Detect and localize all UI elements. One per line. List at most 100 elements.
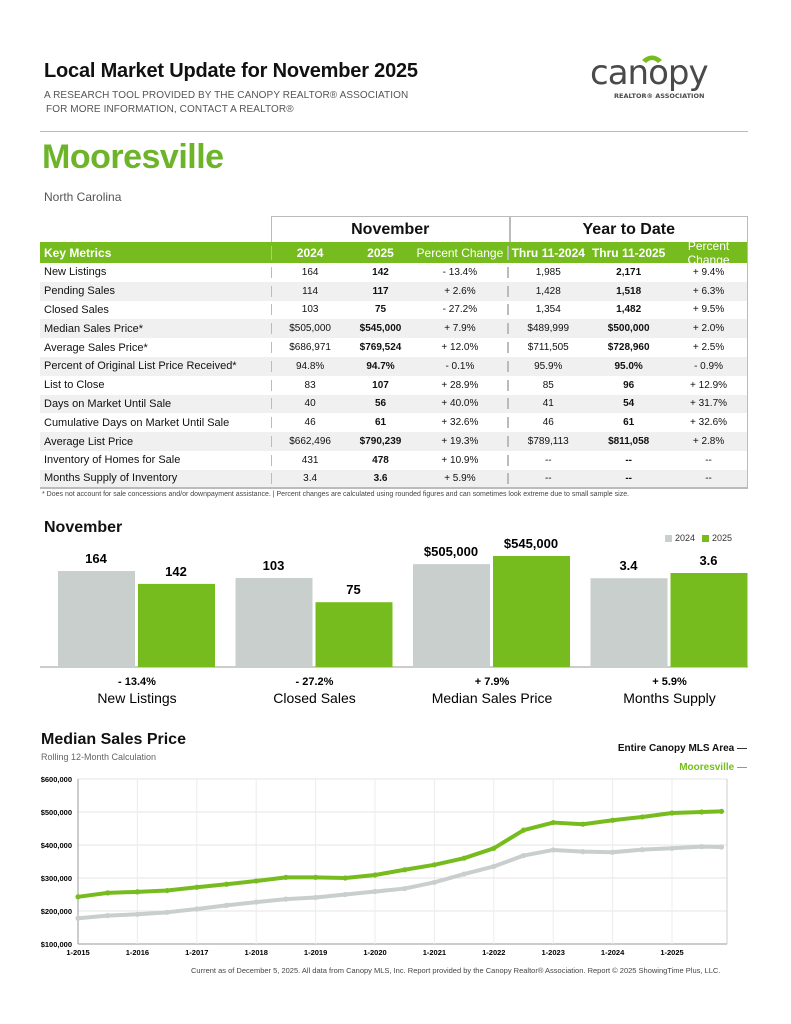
table-cell: $662,496 bbox=[270, 436, 349, 448]
legend-canopy-label: Entire Canopy MLS Area bbox=[617, 743, 735, 754]
table-cell: + 10.9% bbox=[441, 454, 479, 466]
table-cell: $769,524 bbox=[359, 342, 402, 354]
table-cell: 85 bbox=[507, 379, 587, 391]
data-point bbox=[718, 844, 725, 850]
data-point bbox=[283, 896, 289, 902]
table-cell: 107 bbox=[372, 379, 389, 391]
x-tick-label: 1-2022 bbox=[482, 948, 505, 957]
data-point bbox=[580, 821, 586, 827]
data-point bbox=[580, 849, 586, 855]
table-cell: $811,058 bbox=[608, 436, 650, 448]
table-cell: + 40.0% bbox=[441, 398, 479, 410]
data-point bbox=[461, 855, 467, 861]
data-point bbox=[223, 902, 230, 908]
data-point bbox=[610, 817, 616, 823]
table-footnote: * Does not account for sale concessions … bbox=[42, 491, 630, 498]
median-price-line-chart: $100,000 $200,000 $300,000 $400,000 $500,000… bbox=[41, 775, 728, 957]
table-cell: 83 bbox=[270, 379, 349, 391]
data-point bbox=[253, 899, 259, 905]
table-cell: -- bbox=[625, 454, 632, 466]
data-point bbox=[461, 871, 467, 877]
data-point bbox=[372, 872, 378, 878]
table-cell: 95.0% bbox=[614, 360, 643, 372]
table-cell: 1,482 bbox=[616, 304, 642, 316]
svg-text:REALTOR® ASSOCIATION: REALTOR® ASSOCIATION bbox=[614, 92, 704, 100]
bar-value-label: $545,000 bbox=[504, 536, 558, 551]
table-cell: -- bbox=[705, 472, 712, 484]
header-divider bbox=[40, 131, 748, 132]
bar-chart-title: November bbox=[44, 519, 123, 536]
y-tick-label: $600,000 bbox=[41, 775, 72, 784]
data-point bbox=[342, 891, 348, 898]
line-chart-subtitle: Rolling 12-Month Calculation bbox=[41, 752, 157, 762]
data-point bbox=[75, 915, 81, 921]
bar-change-label: + 5.9% bbox=[652, 676, 687, 688]
bar-legend: 2024 2025 bbox=[665, 533, 732, 543]
legend-mooresville-label: Mooresville bbox=[679, 762, 735, 773]
bar-2024-0 bbox=[58, 571, 135, 667]
table-cell: 3.4 bbox=[270, 472, 349, 484]
table-cell: 103 bbox=[270, 304, 349, 316]
city-name: Mooresville bbox=[42, 138, 224, 176]
series-line-0 bbox=[77, 844, 722, 921]
table-cell: + 5.9% bbox=[444, 472, 476, 484]
metric-name: Months Supply of Inventory bbox=[44, 472, 178, 485]
table-cell: + 2.6% bbox=[444, 285, 476, 297]
bar-value-label: 142 bbox=[165, 564, 187, 579]
table-row: Days on Market Until Sale 40 56 + 40.0% 41 54… bbox=[40, 394, 747, 414]
bar-value-label: 103 bbox=[263, 558, 285, 573]
legend-2024: 2024 bbox=[675, 533, 696, 543]
data-point bbox=[550, 847, 556, 853]
table-cell: 142 bbox=[372, 266, 389, 278]
bar-2025-3 bbox=[670, 573, 748, 667]
november-bar-chart: 164 142 - 13.4% New Listings 103 75 - 27.2% Clo… bbox=[40, 536, 748, 706]
x-tick-label: 1-2025 bbox=[660, 948, 683, 957]
table-row: Average Sales Price* $686,971 $769,524 + 12… bbox=[40, 338, 747, 357]
data-point bbox=[520, 852, 527, 859]
table-cell: 75 bbox=[374, 304, 387, 316]
bar-value-label: 75 bbox=[346, 582, 360, 597]
data-point bbox=[639, 847, 645, 853]
data-point bbox=[669, 845, 675, 851]
table-row: Inventory of Homes for Sale 431 478 + 10.9%… bbox=[40, 451, 747, 470]
table-cell: + 9.4% bbox=[692, 266, 725, 278]
table-cell: 61 bbox=[623, 417, 635, 429]
x-tick-label: 1-2019 bbox=[304, 948, 327, 957]
table-cell: 1,518 bbox=[616, 285, 642, 297]
table-row: Months Supply of Inventory 3.4 3.6 + 5.9% --… bbox=[40, 469, 747, 489]
table-cell: $505,000 bbox=[270, 323, 349, 335]
data-point bbox=[610, 849, 616, 855]
table-cell: - 27.2% bbox=[442, 304, 478, 316]
x-tick-label: 1-2018 bbox=[245, 948, 268, 957]
column-header: Percent Change bbox=[687, 238, 730, 267]
table-cell: 164 bbox=[270, 266, 349, 278]
table-cell: $711,505 bbox=[507, 342, 587, 354]
table-cell: 46 bbox=[507, 417, 587, 429]
table-row: Pending Sales 114 117 + 2.6% 1,428 1,518 + 6.3… bbox=[40, 281, 747, 301]
data-point bbox=[223, 881, 230, 887]
bar-change-label: + 7.9% bbox=[475, 676, 510, 688]
table-cell: 114 bbox=[270, 285, 349, 297]
table-cell: 431 bbox=[270, 454, 349, 466]
table-cell: 94.7% bbox=[366, 360, 395, 372]
bar-2024-2 bbox=[413, 564, 490, 667]
metric-name: Cumulative Days on Market Until Sale bbox=[44, 416, 230, 429]
column-header: Percent Change bbox=[416, 245, 504, 260]
data-point bbox=[431, 862, 437, 868]
bar-change-label: - 13.4% bbox=[118, 676, 156, 688]
data-point bbox=[520, 827, 527, 833]
table-group-headers: November Year to Date bbox=[271, 216, 748, 242]
metric-name: Pending Sales bbox=[44, 285, 115, 298]
table-cell: $489,999 bbox=[507, 323, 587, 335]
table-cell: + 12.9% bbox=[690, 379, 728, 391]
table-cell: 94.8% bbox=[270, 360, 349, 372]
report-title: Local Market Update for November 2025 bbox=[44, 60, 418, 82]
table-cell: 117 bbox=[372, 285, 389, 297]
column-header: 2024 bbox=[270, 245, 349, 260]
table-cell: -- bbox=[507, 472, 587, 484]
data-point bbox=[105, 890, 111, 896]
data-point bbox=[699, 809, 705, 815]
legend-2025: 2025 bbox=[712, 533, 733, 543]
table-cell: 96 bbox=[623, 379, 635, 391]
metric-name: Days on Market Until Sale bbox=[44, 397, 172, 410]
